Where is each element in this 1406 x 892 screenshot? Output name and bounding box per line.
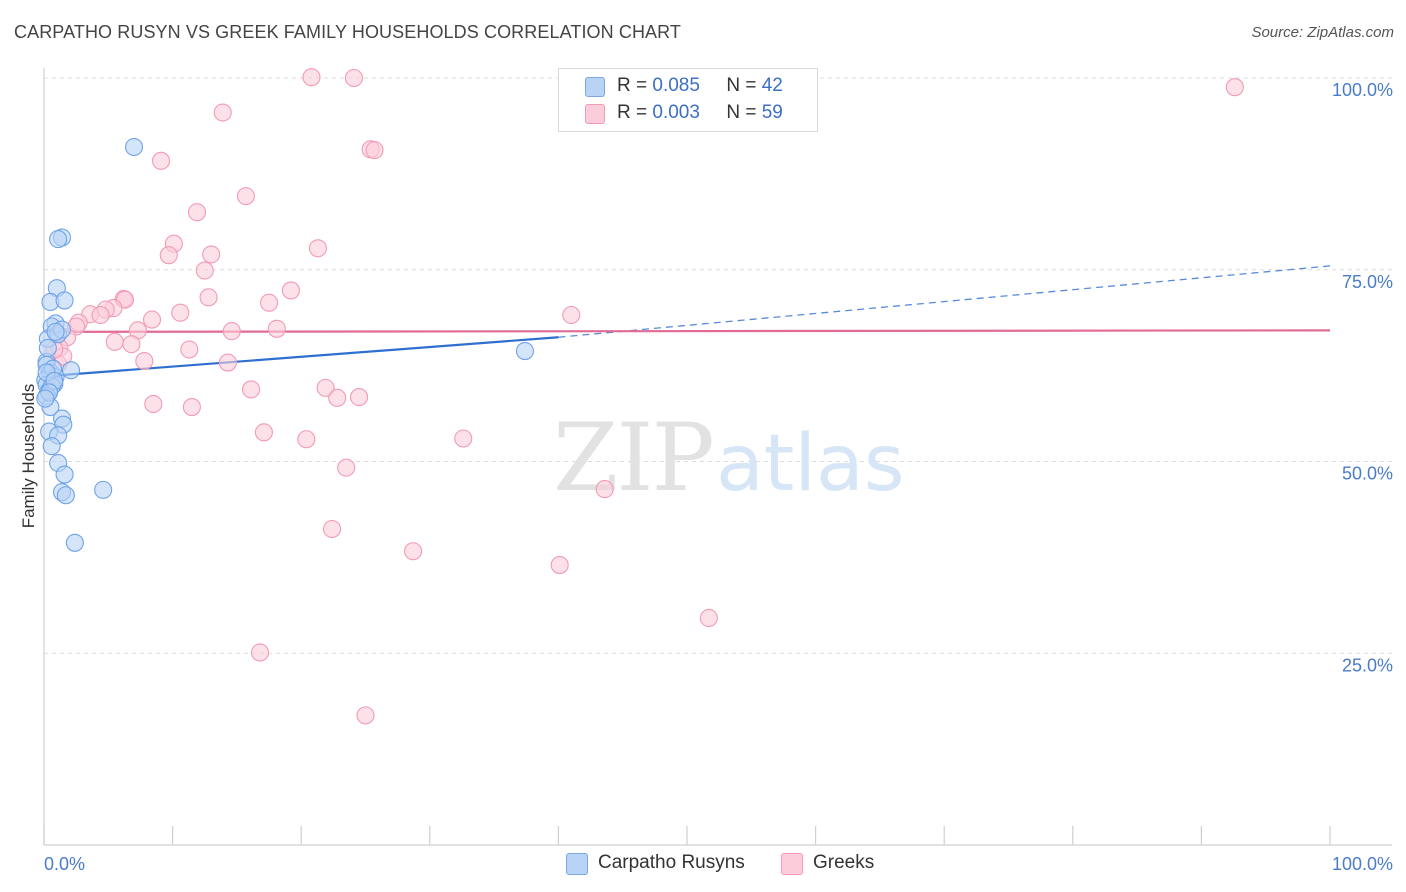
trend-line-greeks bbox=[43, 329, 1331, 333]
legend-swatch-pink bbox=[585, 104, 605, 124]
watermark-atlas: atlas bbox=[716, 419, 905, 509]
data-point-greeks bbox=[105, 332, 124, 351]
data-point-greeks bbox=[281, 281, 300, 300]
data-point-greeks bbox=[135, 351, 154, 371]
data-point-carpatho-rusyns bbox=[124, 137, 144, 157]
data-point-greeks bbox=[350, 388, 369, 407]
data-point-greeks bbox=[344, 68, 363, 88]
data-point-greeks bbox=[241, 380, 261, 399]
data-point-greeks bbox=[199, 288, 218, 307]
data-point-carpatho-rusyns bbox=[56, 486, 75, 505]
legend-n-label: N = bbox=[726, 102, 762, 123]
data-point-greeks bbox=[595, 480, 614, 499]
legend-n-label: N = bbox=[726, 75, 762, 96]
data-point-greeks bbox=[222, 322, 241, 341]
data-point-greeks bbox=[250, 643, 270, 662]
bottom-legend-swatch-pink bbox=[781, 853, 803, 875]
bottom-legend-label: Carpatho Rusyns bbox=[598, 852, 745, 873]
data-point-greeks bbox=[171, 303, 190, 322]
data-point-greeks bbox=[218, 353, 237, 372]
x-tick-label-right: 100.0% bbox=[1332, 854, 1393, 874]
legend-r-label: R = bbox=[617, 102, 653, 123]
y-tick-label: 50.0% bbox=[1342, 464, 1393, 484]
data-point-carpatho-rusyns bbox=[515, 342, 535, 361]
data-point-greeks bbox=[365, 141, 384, 160]
legend-r-value: 0.003 bbox=[652, 102, 700, 123]
legend-r-value: 0.085 bbox=[652, 75, 700, 96]
gridlines bbox=[44, 77, 1392, 654]
data-point-greeks bbox=[356, 706, 375, 725]
data-point-greeks bbox=[91, 305, 110, 325]
data-point-greeks bbox=[562, 305, 581, 325]
data-point-carpatho-rusyns bbox=[49, 230, 68, 249]
data-point-greeks bbox=[454, 429, 473, 448]
stats-legend: R = 0.085 N = 42 R = 0.003 N = 59 bbox=[558, 68, 818, 132]
data-point-greeks bbox=[308, 239, 327, 258]
y-tick-label: 75.0% bbox=[1342, 272, 1393, 292]
data-point-greeks bbox=[159, 246, 178, 265]
data-point-greeks bbox=[316, 378, 335, 397]
data-point-greeks bbox=[180, 340, 199, 359]
chart-title: CARPATHO RUSYN VS GREEK FAMILY HOUSEHOLD… bbox=[14, 22, 682, 42]
legend-n-value: 42 bbox=[761, 75, 783, 96]
data-point-greeks bbox=[259, 293, 279, 312]
watermark-zip: ZIP bbox=[553, 404, 713, 513]
data-point-carpatho-rusyns bbox=[42, 437, 61, 456]
data-point-greeks bbox=[302, 68, 321, 87]
data-point-greeks bbox=[182, 397, 201, 417]
data-point-greeks bbox=[144, 394, 163, 414]
data-point-carpatho-rusyns bbox=[55, 291, 74, 310]
trend-lines bbox=[43, 265, 1331, 378]
y-tick-label: 25.0% bbox=[1342, 655, 1393, 675]
data-point-carpatho-rusyns bbox=[65, 533, 84, 552]
data-point-greeks bbox=[202, 245, 221, 264]
data-point-carpatho-rusyns bbox=[36, 389, 55, 408]
data-point-carpatho-rusyns bbox=[94, 480, 113, 499]
data-point-carpatho-rusyns bbox=[38, 338, 57, 358]
data-point-greeks bbox=[122, 335, 141, 354]
data-point-carpatho-rusyns bbox=[46, 322, 65, 341]
axes bbox=[43, 68, 1392, 846]
trend-line-carpatho-rusyns bbox=[43, 336, 559, 378]
chart-source: Source: ZipAtlas.com bbox=[1251, 24, 1394, 41]
data-point-greeks bbox=[297, 430, 316, 449]
data-point-greeks bbox=[267, 319, 286, 338]
data-point-greeks bbox=[323, 519, 342, 539]
data-point-greeks bbox=[337, 458, 356, 477]
data-point-greeks bbox=[142, 310, 162, 329]
bottom-legend-swatch-blue bbox=[566, 853, 588, 875]
y-axis-label: Family Households bbox=[19, 384, 38, 529]
x-tick-label-left: 0.0% bbox=[44, 854, 85, 874]
data-point-greeks bbox=[151, 151, 171, 170]
tick-labels: 100.0% 75.0% 50.0% 25.0% 0.0% 100.0% bbox=[44, 80, 1393, 874]
data-point-greeks bbox=[404, 542, 423, 561]
data-point-greeks bbox=[187, 203, 207, 222]
legend-n-value: 59 bbox=[761, 102, 783, 123]
data-point-greeks bbox=[213, 103, 232, 122]
legend-r-label: R = bbox=[617, 75, 653, 96]
data-point-greeks bbox=[550, 555, 569, 575]
legend-swatch-blue bbox=[585, 77, 605, 97]
data-point-greeks bbox=[328, 388, 347, 407]
data-point-carpatho-rusyns bbox=[55, 465, 74, 484]
data-point-greeks bbox=[1225, 78, 1244, 97]
data-point-carpatho-rusyns bbox=[61, 361, 81, 380]
data-point-greeks bbox=[699, 608, 718, 628]
trend-line-carpatho-rusyns-extension bbox=[558, 265, 1331, 338]
data-point-greeks bbox=[236, 187, 255, 206]
watermark: ZIP atlas bbox=[553, 404, 905, 513]
data-point-greeks bbox=[254, 423, 273, 442]
bottom-legend-label: Greeks bbox=[813, 852, 875, 873]
data-point-greeks bbox=[195, 261, 214, 280]
y-tick-label: 100.0% bbox=[1332, 80, 1393, 100]
data-points bbox=[36, 68, 1244, 725]
